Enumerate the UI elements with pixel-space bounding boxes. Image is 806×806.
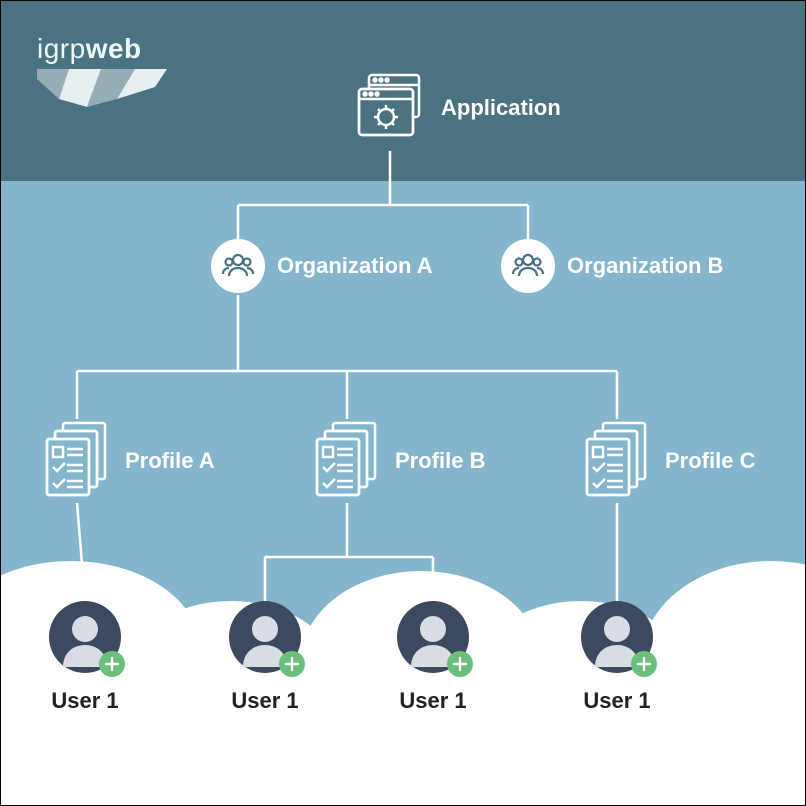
add-badge-icon: [99, 651, 125, 677]
user-avatar: [49, 601, 121, 673]
profile-c-label: Profile C: [665, 448, 755, 474]
node-user-1: User 1: [49, 601, 121, 714]
node-application: Application: [351, 69, 561, 147]
node-org-a: Organization A: [211, 239, 433, 293]
node-user-2: User 1: [229, 601, 301, 714]
org-a-label: Organization A: [277, 253, 433, 279]
application-label: Application: [441, 95, 561, 121]
profile-checklist-icon: [41, 419, 113, 503]
profile-checklist-icon: [311, 419, 383, 503]
org-b-label: Organization B: [567, 253, 723, 279]
node-profile-c: Profile C: [581, 419, 755, 503]
diagram-canvas: igrpweb Application: [0, 0, 806, 806]
profile-a-label: Profile A: [125, 448, 215, 474]
profile-b-label: Profile B: [395, 448, 485, 474]
node-org-b: Organization B: [501, 239, 723, 293]
node-profile-a: Profile A: [41, 419, 215, 503]
organization-group-icon: [220, 248, 256, 284]
node-user-3: User 1: [397, 601, 469, 714]
node-profile-b: Profile B: [311, 419, 485, 503]
organization-group-icon: [510, 248, 546, 284]
user-3-label: User 1: [397, 688, 469, 714]
org-b-icon-circle: [501, 239, 555, 293]
application-window-icon: [351, 69, 429, 147]
user-4-label: User 1: [581, 688, 653, 714]
profile-checklist-icon: [581, 419, 653, 503]
add-badge-icon: [631, 651, 657, 677]
node-user-4: User 1: [581, 601, 653, 714]
user-avatar: [229, 601, 301, 673]
user-1-label: User 1: [49, 688, 121, 714]
add-badge-icon: [447, 651, 473, 677]
org-a-icon-circle: [211, 239, 265, 293]
user-2-label: User 1: [229, 688, 301, 714]
user-avatar: [581, 601, 653, 673]
user-avatar: [397, 601, 469, 673]
add-badge-icon: [279, 651, 305, 677]
